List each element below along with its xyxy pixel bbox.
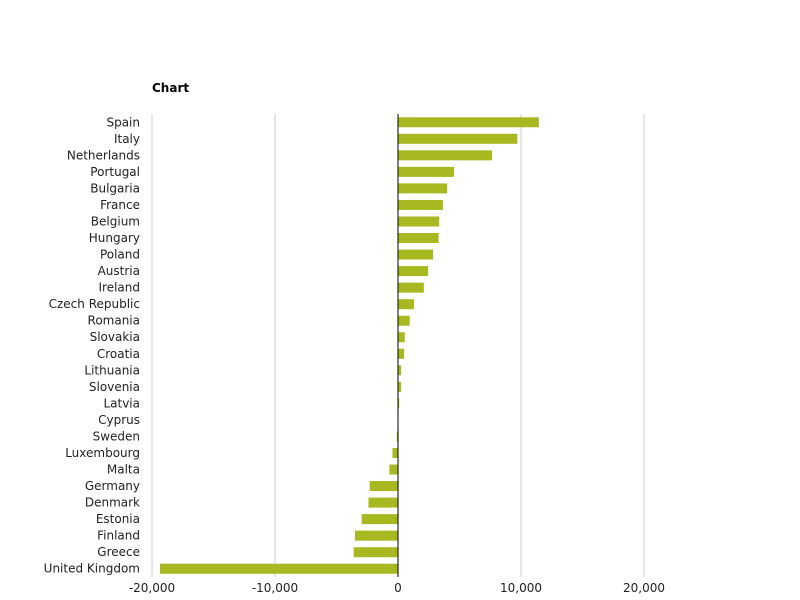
x-tick-label: 10,000 xyxy=(500,581,542,595)
category-label: Germany xyxy=(85,479,140,493)
bar xyxy=(398,266,429,277)
bar xyxy=(398,398,400,409)
category-label: Netherlands xyxy=(67,148,140,162)
category-label: Estonia xyxy=(96,512,140,526)
category-label: Ireland xyxy=(98,281,140,295)
bar xyxy=(398,133,518,144)
category-label: Portugal xyxy=(90,165,140,179)
category-label: Cyprus xyxy=(98,413,140,427)
category-label: Latvia xyxy=(103,396,140,410)
category-label: Croatia xyxy=(97,347,140,361)
category-label: Slovenia xyxy=(89,380,140,394)
x-tick-label: 0 xyxy=(394,581,402,595)
bar xyxy=(389,464,398,475)
bar xyxy=(361,514,398,525)
bar xyxy=(398,166,454,177)
bar xyxy=(369,481,398,492)
category-label: Sweden xyxy=(93,429,140,443)
category-label: Greece xyxy=(97,545,140,559)
bar xyxy=(398,216,440,227)
bar xyxy=(398,150,493,161)
category-label: Luxembourg xyxy=(65,446,140,460)
category-label: Italy xyxy=(114,132,140,146)
category-label: France xyxy=(100,198,140,212)
bar xyxy=(398,332,405,343)
category-label: Poland xyxy=(100,248,140,262)
category-label: Slovakia xyxy=(90,330,140,344)
category-label: Spain xyxy=(106,115,140,129)
category-label: United Kingdom xyxy=(44,562,140,576)
bar xyxy=(398,199,443,210)
bar xyxy=(398,183,448,194)
category-label: Hungary xyxy=(89,231,140,245)
bar xyxy=(392,447,398,458)
category-label: Finland xyxy=(97,529,140,543)
category-label: Denmark xyxy=(85,496,140,510)
x-tick-label: 20,000 xyxy=(623,581,665,595)
bar xyxy=(353,547,398,558)
bar xyxy=(398,348,405,359)
x-tick-label: -20,000 xyxy=(129,581,175,595)
category-label: Romania xyxy=(88,314,140,328)
bar xyxy=(398,282,424,293)
bar xyxy=(398,233,439,244)
category-label: Belgium xyxy=(91,214,140,228)
category-label: Bulgaria xyxy=(90,181,140,195)
bar xyxy=(398,117,539,128)
bar xyxy=(398,365,402,376)
bar xyxy=(398,315,410,326)
category-label: Malta xyxy=(107,463,140,477)
bar xyxy=(398,299,414,310)
bar xyxy=(398,249,434,260)
category-label: Austria xyxy=(98,264,140,278)
category-label: Czech Republic xyxy=(49,297,140,311)
bar xyxy=(354,530,398,541)
x-tick-label: -10,000 xyxy=(252,581,298,595)
bar xyxy=(159,563,398,574)
chart-title: Chart xyxy=(152,81,190,95)
category-label: Lithuania xyxy=(84,363,140,377)
bar xyxy=(396,431,398,442)
bar xyxy=(368,497,398,508)
bar xyxy=(398,381,402,392)
